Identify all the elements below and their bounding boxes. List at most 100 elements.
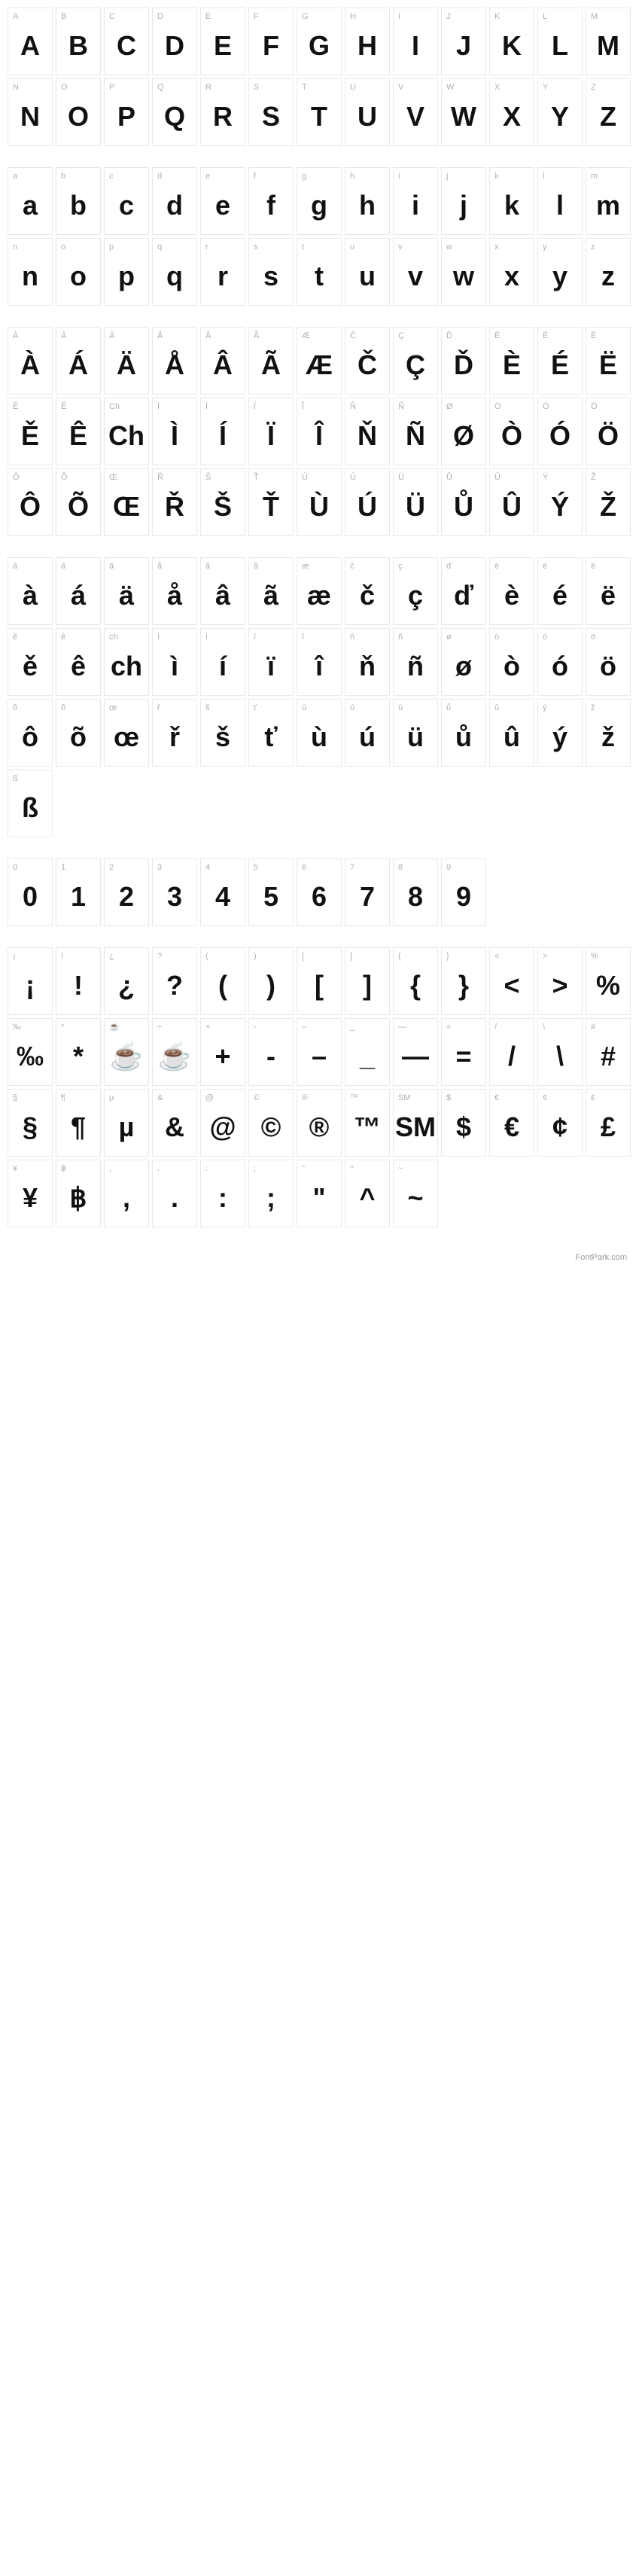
- glyph-cell: ŮŮ: [441, 468, 486, 536]
- glyph-cell: ==: [441, 1018, 486, 1086]
- glyph-label: Ž: [586, 469, 630, 483]
- glyph-label: Ê: [56, 398, 100, 412]
- glyph-char: 1: [56, 873, 100, 925]
- glyph-char: ô: [8, 713, 52, 766]
- glyph-label: Ë: [586, 328, 630, 341]
- glyph-char: >: [538, 962, 582, 1014]
- glyph-cell: MM: [586, 8, 631, 75]
- glyph-label: å: [153, 558, 196, 572]
- glyph-char: &: [153, 1103, 196, 1156]
- glyph-cell: ++: [200, 1018, 245, 1086]
- glyph-char: 5: [249, 873, 293, 925]
- glyph-label: ¢: [538, 1090, 582, 1103]
- glyph-label: 7: [345, 859, 389, 873]
- glyph-char: V: [394, 93, 437, 145]
- glyph-label: Ô: [8, 469, 52, 483]
- glyph-cell: ฿฿: [56, 1160, 101, 1227]
- glyph-label: –: [297, 1019, 341, 1032]
- glyph-label: M: [586, 8, 630, 22]
- glyph-label: Z: [586, 79, 630, 93]
- glyph-label: p: [105, 239, 148, 252]
- glyph-label: Ç: [394, 328, 437, 341]
- glyph-cell: ¡¡: [8, 947, 53, 1015]
- glyph-cell: àà: [8, 557, 53, 625]
- glyph-cell: ññ: [393, 628, 438, 696]
- glyph-label: ß: [8, 770, 52, 784]
- glyph-label: ©: [249, 1090, 293, 1103]
- glyph-cell: ëë: [586, 557, 631, 625]
- glyph-cell: ŒŒ: [104, 468, 149, 536]
- glyph-cell: ZZ: [586, 78, 631, 146]
- glyph-label: ]: [345, 948, 389, 962]
- glyph-cell: >>: [537, 947, 583, 1015]
- glyph-label: \: [538, 1019, 582, 1032]
- glyph-cell: tt: [297, 238, 342, 306]
- glyph-char: Ř: [153, 483, 196, 535]
- glyph-label: k: [490, 168, 534, 181]
- glyph-char: Û: [490, 483, 534, 535]
- glyph-label: à: [8, 558, 52, 572]
- glyph-char: w: [442, 252, 485, 305]
- glyph-cell: ££: [586, 1089, 631, 1157]
- glyph-label: X: [490, 79, 534, 93]
- glyph-cell: bb: [56, 167, 101, 235]
- glyph-char: B: [56, 22, 100, 75]
- glyph-char: F: [249, 22, 293, 75]
- glyph-label: É: [538, 328, 582, 341]
- glyph-char: ó: [538, 642, 582, 695]
- glyph-char: Í: [201, 412, 245, 465]
- glyph-label: û: [490, 700, 534, 713]
- glyph-label: —: [394, 1019, 437, 1032]
- glyph-char: Ö: [586, 412, 630, 465]
- glyph-label: I: [394, 8, 437, 22]
- glyph-label: 1: [56, 859, 100, 873]
- glyph-section-uppercase-accented: ÀÀÁÁÄÄÅÅÂÂÃÃÆÆČČÇÇĎĎÈÈÉÉËËĚĚÊÊChChÌÌÍÍÏÏ…: [8, 327, 634, 536]
- glyph-cell: øø: [441, 628, 486, 696]
- glyph-cell: VV: [393, 78, 438, 146]
- glyph-char: \: [538, 1032, 582, 1085]
- glyph-cell: ìì: [152, 628, 197, 696]
- glyph-cell: 11: [56, 858, 101, 926]
- glyph-label: ø: [442, 629, 485, 642]
- glyph-label: Ö: [586, 398, 630, 412]
- glyph-label: %: [586, 948, 630, 962]
- glyph-cell: aa: [8, 167, 53, 235]
- glyph-cell: šš: [200, 699, 245, 767]
- glyph-label: _: [345, 1019, 389, 1032]
- glyph-label: H: [345, 8, 389, 22]
- glyph-cell: ÕÕ: [56, 468, 101, 536]
- glyph-char: µ: [105, 1103, 148, 1156]
- glyph-cell: ýý: [537, 699, 583, 767]
- glyph-label: m: [586, 168, 630, 181]
- glyph-char: ¡: [8, 962, 52, 1014]
- glyph-char: Ú: [345, 483, 389, 535]
- glyph-label: @: [201, 1090, 245, 1103]
- glyph-cell: __: [345, 1018, 390, 1086]
- glyph-char: -: [249, 1032, 293, 1085]
- glyph-char: e: [201, 181, 245, 234]
- glyph-char: Ù: [297, 483, 341, 535]
- glyph-label: {: [394, 948, 437, 962]
- glyph-label: Č: [345, 328, 389, 341]
- glyph-label: ě: [8, 629, 52, 642]
- glyph-label: y: [538, 239, 582, 252]
- glyph-label: o: [56, 239, 100, 252]
- glyph-cell: €€: [489, 1089, 534, 1157]
- glyph-label: 5: [249, 859, 293, 873]
- glyph-char: ☕: [105, 1032, 148, 1085]
- glyph-char: 2: [105, 873, 148, 925]
- glyph-char: é: [538, 572, 582, 624]
- glyph-label: ö: [586, 629, 630, 642]
- glyph-cell: ¢¢: [537, 1089, 583, 1157]
- glyph-label: u: [345, 239, 389, 252]
- glyph-cell: [[: [297, 947, 342, 1015]
- glyph-cell: QQ: [152, 78, 197, 146]
- glyph-label: ď: [442, 558, 485, 572]
- glyph-cell: ÝÝ: [537, 468, 583, 536]
- glyph-cell: UU: [345, 78, 390, 146]
- glyph-label: q: [153, 239, 196, 252]
- glyph-label: Ď: [442, 328, 485, 341]
- glyph-char: å: [153, 572, 196, 624]
- glyph-cell: CC: [104, 8, 149, 75]
- glyph-cell: žž: [586, 699, 631, 767]
